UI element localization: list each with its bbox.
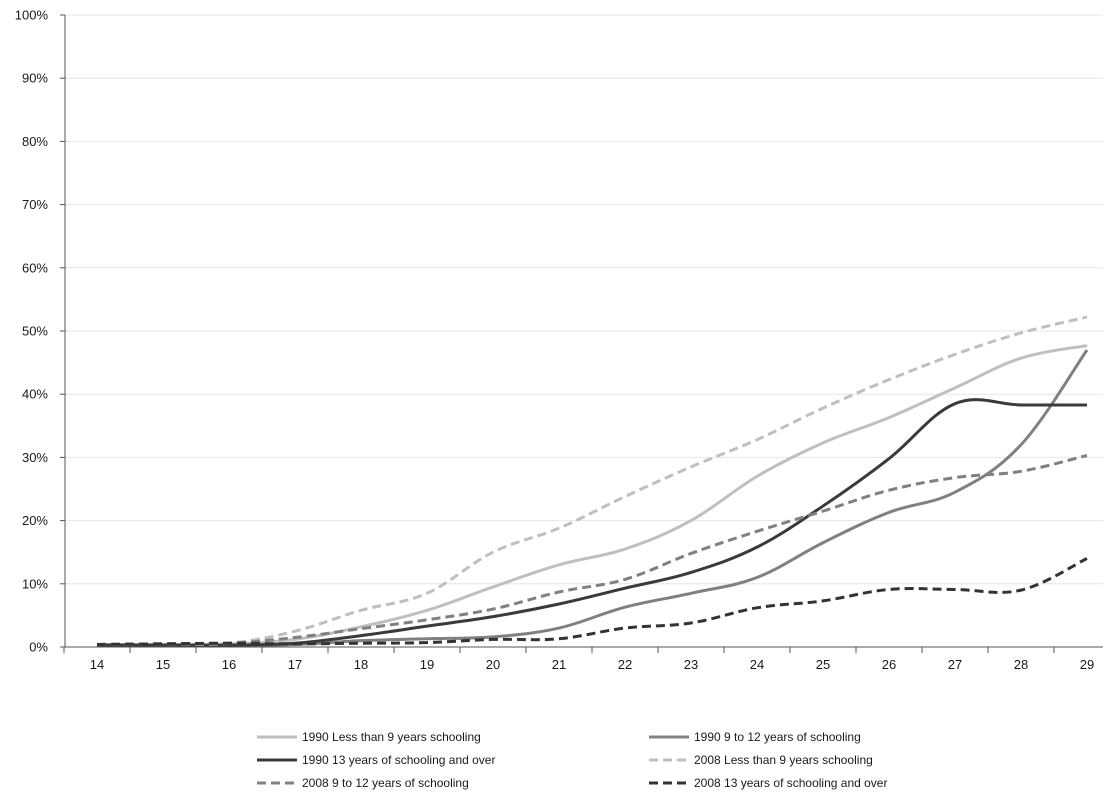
y-tick-label-4: 40% <box>22 387 48 402</box>
x-tick-label-28: 28 <box>1014 657 1028 672</box>
series-line-4 <box>96 315 1088 646</box>
legend-item-4: 2008 Less than 9 years schooling <box>649 753 873 767</box>
series-line-1 <box>96 344 1088 647</box>
y-tick-label-6: 60% <box>22 260 48 275</box>
x-tick-label-24: 24 <box>750 657 764 672</box>
x-tick-label-18: 18 <box>354 657 368 672</box>
legend-label-2: 1990 9 to 12 years of schooling <box>694 730 861 744</box>
y-tick-label-2: 20% <box>22 513 48 528</box>
x-tick-label-21: 21 <box>552 657 566 672</box>
y-tick-label-7: 70% <box>22 197 48 212</box>
x-tick-label-17: 17 <box>288 657 302 672</box>
legend-label-5: 2008 9 to 12 years of schooling <box>302 776 469 790</box>
legend-label-4: 2008 Less than 9 years schooling <box>694 753 873 767</box>
series-line-5 <box>96 454 1088 646</box>
x-tick-label-20: 20 <box>486 657 500 672</box>
series-line-3 <box>97 398 1088 647</box>
x-tick-label-19: 19 <box>420 657 434 672</box>
axes: 0% 10% 20% 30% 40% 50% 60% 70% 80% 90% 100% 14 15 16 1… <box>15 8 1103 672</box>
legend-item-6: 2008 13 years of schooling and over <box>649 776 887 790</box>
legend-item-5: 2008 9 to 12 years of schooling <box>257 776 469 790</box>
legend: 1990 Less than 9 years schooling 1990 9 t… <box>257 730 887 790</box>
legend-item-3: 1990 13 years of schooling and over <box>257 753 495 767</box>
y-tick-label-10: 100% <box>15 8 49 23</box>
x-tick-label-15: 15 <box>156 657 170 672</box>
y-tick-label-1: 10% <box>22 576 48 591</box>
y-tick-label-3: 30% <box>22 450 48 465</box>
series-line-6 <box>96 557 1088 646</box>
series-lines <box>96 315 1089 647</box>
legend-item-2: 1990 9 to 12 years of schooling <box>649 730 861 744</box>
y-tick-label-8: 80% <box>22 134 48 149</box>
legend-label-6: 2008 13 years of schooling and over <box>694 776 887 790</box>
y-tick-label-9: 90% <box>22 71 48 86</box>
gridlines <box>65 14 1103 585</box>
x-tick-label-29: 29 <box>1080 657 1094 672</box>
x-tick-label-16: 16 <box>222 657 236 672</box>
legend-item-1: 1990 Less than 9 years schooling <box>257 730 481 744</box>
x-tick-label-23: 23 <box>684 657 698 672</box>
x-tick-label-27: 27 <box>948 657 962 672</box>
legend-label-3: 1990 13 years of schooling and over <box>302 753 495 767</box>
y-tick-label-5: 50% <box>22 324 48 339</box>
x-tick-label-25: 25 <box>816 657 830 672</box>
x-tick-label-22: 22 <box>618 657 632 672</box>
y-tick-label-0: 0% <box>29 640 48 655</box>
legend-label-1: 1990 Less than 9 years schooling <box>302 730 481 744</box>
x-tick-label-14: 14 <box>90 657 104 672</box>
x-tick-label-26: 26 <box>882 657 896 672</box>
